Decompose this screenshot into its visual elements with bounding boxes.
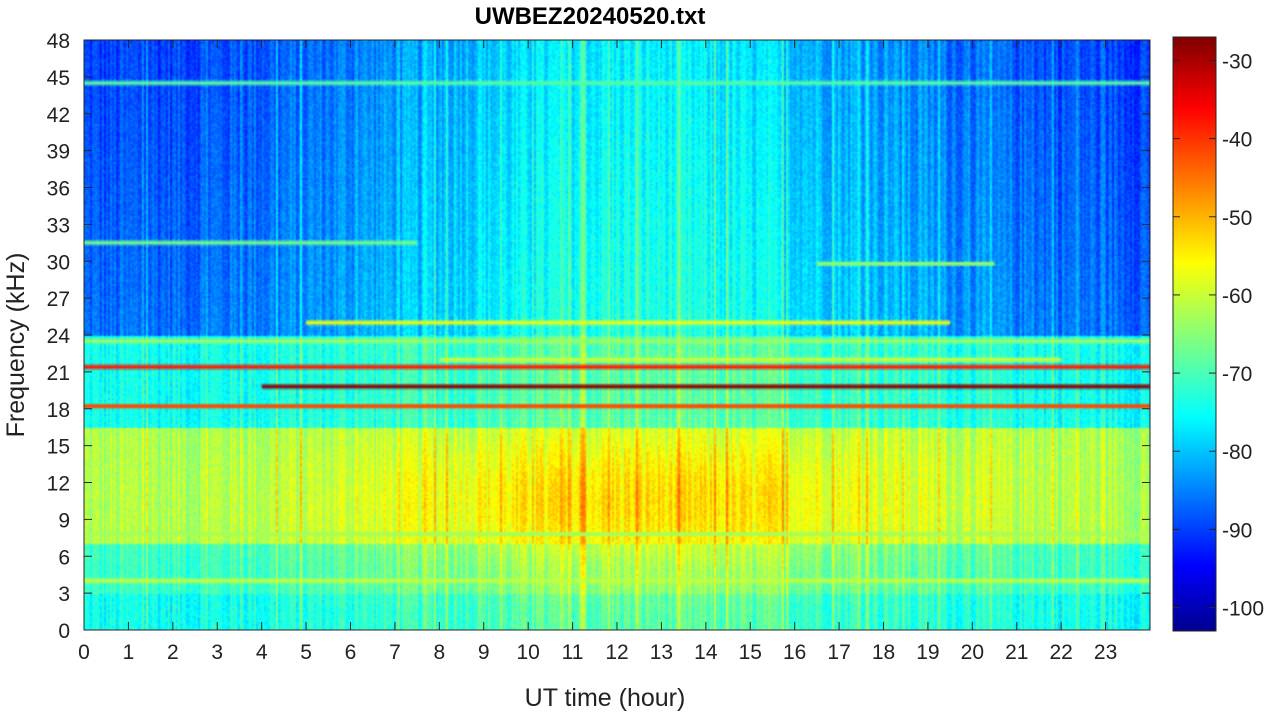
colorbar-tick-label: -90 [1222, 519, 1252, 542]
x-tick-label: 8 [433, 641, 445, 664]
y-tick-label: 42 [47, 104, 70, 127]
colorbar-tick-label: -70 [1222, 363, 1252, 386]
x-tick-label: 15 [739, 641, 762, 664]
y-tick-label: 48 [47, 30, 70, 53]
colorbar-tick-label: -100 [1222, 598, 1264, 621]
x-tick-label: 3 [211, 641, 223, 664]
colorbar-ticks: -30 -40 -50 -60 -70 -80 -90 -100 [1173, 50, 1264, 621]
y-tick-label: 9 [58, 509, 70, 532]
x-tick-label: 13 [650, 641, 673, 664]
y-tick-label: 33 [47, 214, 70, 237]
x-tick-label: 20 [961, 641, 984, 664]
x-tick-label: 4 [256, 641, 268, 664]
x-tick-label: 9 [478, 641, 490, 664]
x-tick-label: 1 [123, 641, 135, 664]
y-tick-label: 39 [47, 141, 70, 164]
x-tick-label: 2 [167, 641, 179, 664]
x-tick-label: 14 [694, 641, 718, 664]
colorbar-tick-label: -40 [1222, 129, 1252, 152]
plot-area [83, 39, 1151, 631]
x-tick-label: 18 [872, 641, 895, 664]
y-tick-label: 24 [47, 325, 71, 348]
y-tick-label: 36 [47, 178, 70, 201]
x-tick-label: 7 [389, 641, 401, 664]
y-axis-label: Frequency (kHz) [2, 253, 30, 438]
y-tick-label: 12 [47, 473, 70, 496]
x-tick-label: 0 [78, 641, 90, 664]
y-tick-label: 15 [47, 436, 70, 459]
y-tick-label: 30 [47, 251, 70, 274]
y-tick-label: 3 [58, 583, 70, 606]
x-tick-label: 17 [827, 641, 850, 664]
x-tick-label: 22 [1049, 641, 1072, 664]
y-tick-label: 27 [47, 288, 70, 311]
x-tick-label: 5 [300, 641, 312, 664]
colorbar-tick-label: -60 [1222, 285, 1252, 308]
colorbar: -30 -40 -50 -60 -70 -80 -90 -100 [1172, 36, 1264, 632]
x-tick-label: 16 [783, 641, 806, 664]
x-axis-label: UT time (hour) [525, 684, 686, 712]
colorbar-tick-label: -50 [1222, 207, 1252, 230]
y-tick-label: 21 [47, 362, 70, 385]
x-axis-ticks: 0 1 2 3 4 5 6 7 8 9 10 11 12 13 14 15 16 17 18 19 20 21 22 23 [78, 40, 1117, 664]
x-tick-label: 11 [562, 641, 584, 664]
y-tick-label: 6 [58, 546, 70, 569]
chart-title: UWBEZ20240520.txt [475, 3, 706, 30]
x-tick-label: 6 [345, 641, 357, 664]
x-tick-label: 12 [605, 641, 628, 664]
colorbar-tick-label: -30 [1222, 50, 1252, 73]
x-tick-label: 10 [516, 641, 539, 664]
y-tick-label: 45 [47, 67, 70, 90]
colorbar-tick-label: -80 [1222, 441, 1252, 464]
x-tick-label: 19 [916, 641, 939, 664]
y-tick-label: 18 [47, 399, 70, 422]
spectrogram-heatmap [84, 40, 1150, 630]
y-tick-label: 0 [58, 620, 70, 643]
x-tick-label: 23 [1094, 641, 1117, 664]
colorbar-gradient [1172, 36, 1217, 632]
x-tick-label: 21 [1005, 641, 1028, 664]
